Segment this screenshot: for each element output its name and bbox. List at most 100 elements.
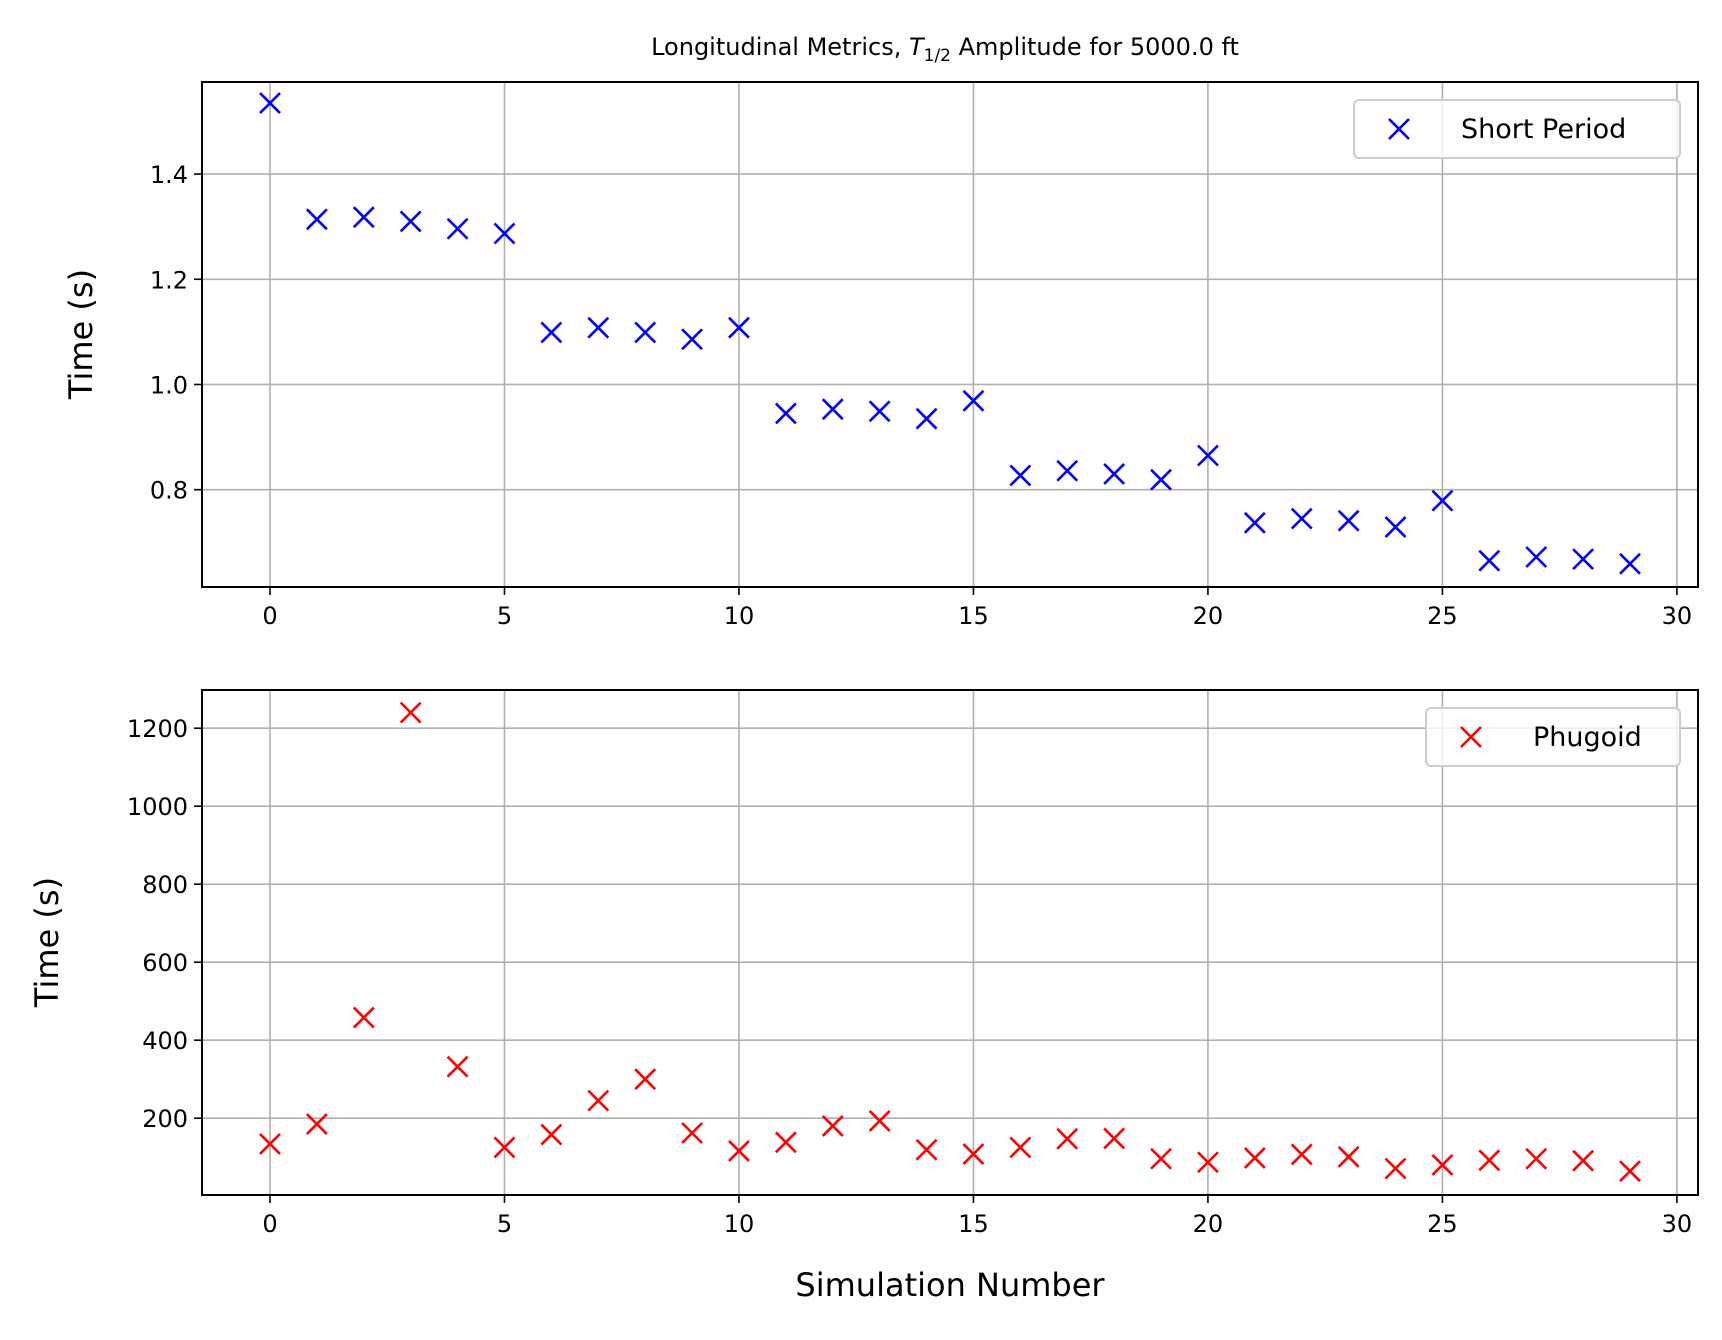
phugoid-point bbox=[1478, 1149, 1501, 1172]
short-period-point bbox=[1009, 464, 1032, 487]
x-tick-label: 10 bbox=[724, 602, 755, 630]
phugoid-point bbox=[587, 1089, 610, 1112]
short-period-point bbox=[1337, 509, 1360, 532]
ticks-bottom: 0 5 10 15 20 25 30 200 400 600 800 1000 1200 bbox=[127, 715, 1692, 1238]
chart-title: Longitudinal Metrics, T1/2 Amplitude for… bbox=[651, 33, 1239, 66]
y-tick-label: 800 bbox=[142, 871, 188, 899]
x-tick-label: 5 bbox=[497, 1210, 512, 1238]
phugoid-point bbox=[1243, 1147, 1266, 1169]
y-tick-label: 1200 bbox=[127, 715, 188, 743]
short-period-points bbox=[259, 92, 1641, 575]
short-period-point bbox=[446, 217, 469, 240]
grid-top bbox=[202, 82, 1698, 587]
x-tick-label: 5 bbox=[497, 602, 512, 630]
short-period-point bbox=[1290, 507, 1313, 530]
phugoid-point bbox=[1572, 1149, 1595, 1172]
x-tick-label: 20 bbox=[1193, 602, 1224, 630]
phugoid-point bbox=[681, 1122, 703, 1144]
y-axis-label-bottom: Time (s) bbox=[28, 877, 66, 1008]
x-tick-label: 20 bbox=[1193, 1210, 1224, 1238]
short-period-point bbox=[587, 316, 610, 339]
y-tick-label: 600 bbox=[142, 949, 188, 977]
x-tick-label: 30 bbox=[1662, 1210, 1693, 1238]
phugoid-points bbox=[259, 701, 1641, 1183]
short-period-point bbox=[962, 389, 985, 412]
legend-marker-phugoid bbox=[1460, 726, 1482, 748]
short-period-point bbox=[1243, 511, 1266, 534]
short-period-point bbox=[1103, 462, 1126, 485]
phugoid-point bbox=[962, 1143, 985, 1165]
short-period-point bbox=[493, 222, 516, 245]
phugoid-point bbox=[399, 701, 422, 724]
y-tick-label: 1000 bbox=[127, 793, 188, 821]
legend-box-bottom bbox=[1425, 707, 1681, 767]
legend-marker-short-period bbox=[1388, 118, 1410, 140]
phugoid-point bbox=[1384, 1157, 1407, 1180]
x-tick-label: 25 bbox=[1427, 602, 1458, 630]
short-period-point bbox=[1056, 459, 1079, 482]
short-period-point bbox=[1478, 549, 1501, 572]
title-rest: Amplitude for 5000.0 ft bbox=[951, 33, 1239, 61]
phugoid-point bbox=[1009, 1136, 1032, 1159]
y-tick-label: 1.2 bbox=[150, 266, 188, 294]
y-tick-label: 0.8 bbox=[150, 477, 188, 505]
short-period-point bbox=[821, 398, 844, 421]
title-main: Longitudinal Metrics, bbox=[651, 33, 909, 61]
x-tick-label: 15 bbox=[958, 1210, 989, 1238]
axes-frame-top bbox=[201, 81, 1699, 588]
short-period-point bbox=[352, 206, 375, 229]
short-period-point bbox=[1619, 552, 1641, 575]
phugoid-point bbox=[821, 1115, 844, 1137]
x-tick-label: 25 bbox=[1427, 1210, 1458, 1238]
phugoid-point bbox=[1150, 1147, 1172, 1170]
short-period-point bbox=[915, 407, 938, 430]
axes-frame-bottom bbox=[201, 689, 1699, 1196]
y-tick-label: 200 bbox=[142, 1105, 188, 1133]
y-tick-label: 400 bbox=[142, 1027, 188, 1055]
short-period-point bbox=[1150, 468, 1172, 491]
legend-top: Short Period bbox=[1353, 99, 1681, 159]
short-period-point bbox=[540, 321, 563, 344]
short-period-point bbox=[868, 400, 891, 423]
x-tick-label: 10 bbox=[724, 1210, 755, 1238]
phugoid-point bbox=[493, 1136, 516, 1159]
short-period-point bbox=[1197, 444, 1219, 467]
phugoid-point bbox=[1431, 1154, 1454, 1176]
x-tick-label: 0 bbox=[262, 1210, 277, 1238]
phugoid-point bbox=[1197, 1151, 1219, 1174]
phugoid-point bbox=[1337, 1145, 1360, 1168]
phugoid-point bbox=[1056, 1127, 1079, 1150]
phugoid-point bbox=[634, 1068, 657, 1091]
short-period-point bbox=[1384, 516, 1407, 538]
short-period-panel: 0 5 10 15 20 25 30 0.8 1.0 1.2 1.4 Time (s) Short … bbox=[62, 81, 1699, 630]
phugoid-point bbox=[1103, 1127, 1126, 1150]
phugoid-point bbox=[728, 1140, 750, 1162]
phugoid-point bbox=[774, 1131, 797, 1154]
short-period-point bbox=[259, 92, 281, 114]
title-subscript: 1/2 bbox=[924, 46, 951, 66]
short-period-point bbox=[1525, 546, 1548, 568]
short-period-point bbox=[1431, 489, 1454, 512]
title-symbol: T bbox=[909, 33, 926, 61]
y-axis-label-top: Time (s) bbox=[62, 269, 100, 400]
y-tick-label: 1.0 bbox=[150, 371, 188, 399]
phugoid-point bbox=[352, 1006, 375, 1029]
short-period-point bbox=[634, 321, 657, 344]
short-period-point bbox=[728, 316, 750, 339]
phugoid-point bbox=[1290, 1143, 1313, 1166]
x-tick-label: 15 bbox=[958, 602, 989, 630]
short-period-point bbox=[1572, 548, 1595, 571]
legend-label-phugoid: Phugoid bbox=[1533, 722, 1642, 753]
y-tick-label: 1.4 bbox=[150, 161, 188, 189]
short-period-point bbox=[681, 328, 703, 351]
phugoid-point bbox=[305, 1113, 328, 1135]
legend-box-top bbox=[1353, 99, 1681, 159]
short-period-point bbox=[774, 402, 797, 425]
x-axis-label: Simulation Number bbox=[795, 1266, 1105, 1304]
x-tick-label: 0 bbox=[262, 602, 277, 630]
short-period-point bbox=[305, 208, 328, 231]
short-period-point bbox=[399, 210, 422, 233]
legend-bottom: Phugoid bbox=[1425, 707, 1681, 767]
phugoid-panel: 0 5 10 15 20 25 30 200 400 600 800 1000 1200 Time (s… bbox=[28, 689, 1699, 1304]
